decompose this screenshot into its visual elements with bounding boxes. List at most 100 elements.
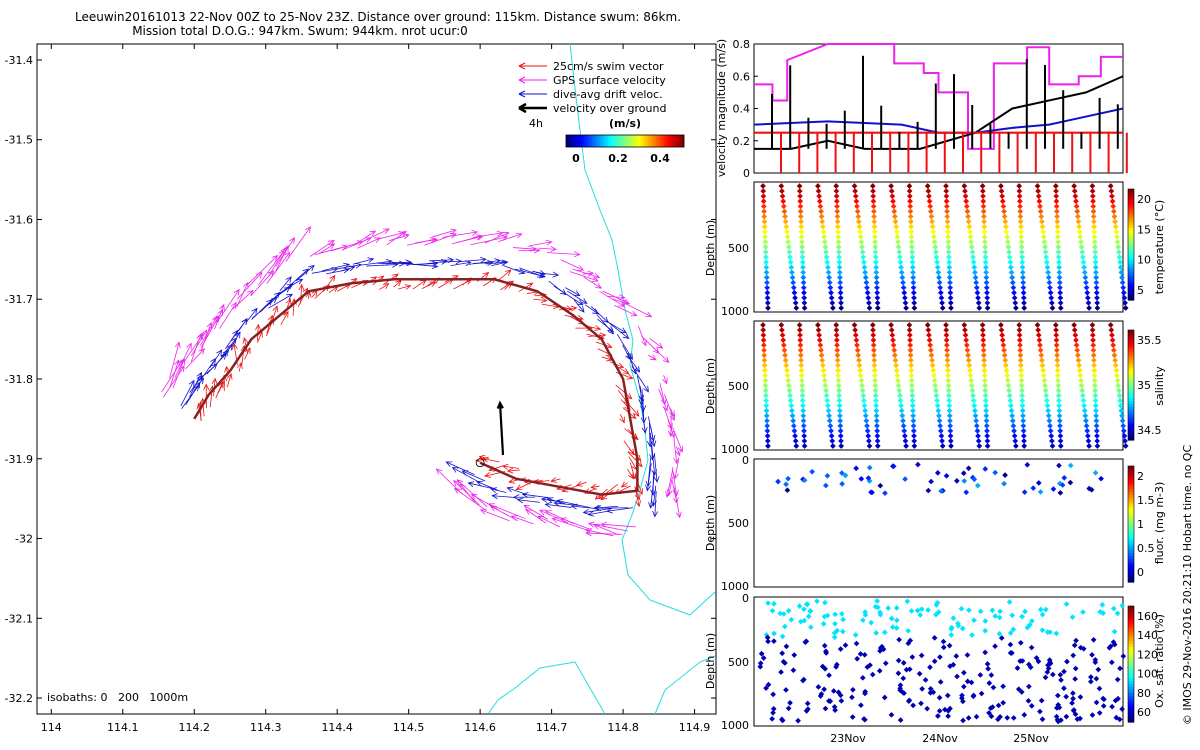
swim-arrow-head (619, 416, 625, 424)
salinity-point (1081, 407, 1088, 414)
salinity-point (760, 322, 766, 328)
temperature-colorbar-cell (1128, 297, 1134, 301)
salinity-point (1091, 372, 1098, 379)
salinity-point (946, 392, 952, 399)
oxygen-point (1114, 610, 1121, 617)
oxygen-point (770, 705, 777, 712)
oxygen-point (1077, 715, 1083, 722)
temperature-colorbar-cell (1128, 222, 1134, 226)
drift-arrow (536, 272, 559, 276)
temperature-point (1057, 289, 1064, 296)
salinity-point (909, 387, 915, 394)
drift-arrow (590, 306, 609, 323)
swim-arrow (601, 356, 613, 361)
temperature-point (801, 289, 807, 296)
salinity-point (944, 362, 951, 369)
colorbar-cell (642, 135, 645, 147)
swim-arrow-head (285, 298, 292, 306)
swim-arrow-head (540, 297, 548, 304)
salinity-point (1008, 407, 1015, 414)
gps-arrow (453, 480, 480, 506)
temperature-point (861, 259, 867, 266)
salinity-point (761, 357, 768, 364)
temperature-point (798, 234, 805, 240)
salinity-point (1077, 372, 1084, 379)
gps-arrow-head (470, 493, 478, 500)
salinity-point (836, 392, 842, 399)
oxygen-point (959, 625, 966, 632)
temperature-point (1005, 244, 1012, 250)
temperature-point (837, 279, 843, 286)
fluor-point (842, 472, 849, 479)
drift-arrow-head (343, 262, 350, 269)
gps-arrow-head (289, 236, 296, 244)
fluor-colorbar-cell (1128, 576, 1134, 580)
temperature-point (984, 289, 990, 296)
oxygen-point (822, 599, 828, 606)
oxygen-colorbar-cell (1128, 704, 1134, 709)
salinity-point (945, 387, 952, 394)
oxygen-point (885, 605, 891, 611)
oxygen-ylabel: Depth (m) (704, 633, 717, 689)
temperature-point (1020, 279, 1026, 286)
oxygen-point (783, 687, 789, 693)
swim-arrow-head (329, 274, 336, 282)
drift-arrow-head (210, 363, 218, 370)
gps-arrow-head (645, 311, 653, 318)
temperature-point (798, 213, 804, 220)
temperature-point (1084, 289, 1091, 296)
swim-arrow-head (515, 484, 523, 490)
gps-arrow-head (677, 445, 684, 453)
temperature-point (851, 183, 858, 189)
salinity-point (1056, 417, 1063, 424)
temperature-point (1047, 289, 1054, 296)
colorbar-cell (650, 135, 653, 147)
oxygen-point (897, 682, 904, 689)
gps-arrow-head (587, 521, 595, 528)
colorbar-cell (672, 135, 675, 147)
temperature-point (859, 249, 866, 255)
salinity-point (947, 428, 954, 434)
oxygen-point (959, 692, 965, 699)
oxygen-point (937, 654, 943, 660)
colorbar-cell (590, 135, 593, 147)
drift-arrow-head (500, 260, 508, 267)
salinity-point (976, 443, 983, 449)
salinity-point (938, 433, 945, 439)
salinity-point (799, 377, 805, 384)
oxygen-point (918, 652, 925, 659)
salinity-point (1122, 443, 1129, 449)
swim-arrow-head (634, 493, 641, 501)
temperature-point (838, 305, 845, 311)
gps-arrow-head (459, 483, 467, 491)
gps-arrow (601, 523, 636, 528)
temperature-point (870, 198, 877, 205)
salinity-point (910, 417, 917, 424)
salinity-point (873, 412, 880, 419)
temperature-point (872, 239, 878, 245)
drift-arrow (517, 499, 540, 503)
salinity-point (784, 367, 790, 374)
temperature-colorbar-cell (1128, 200, 1134, 204)
temperature-point (1018, 223, 1024, 230)
oxygen-point (842, 642, 849, 649)
gps-arrow (266, 252, 291, 284)
oxygen-colorbar-cell (1128, 678, 1134, 682)
oxygen-colorbar-tick: 140 (1137, 629, 1158, 642)
temperature-point (1080, 254, 1086, 260)
oxygen-point (987, 705, 994, 712)
salinity-point (762, 372, 768, 379)
oxygen-point (1088, 674, 1094, 680)
temperature-point (764, 300, 771, 306)
gps-arrow-head (174, 359, 180, 367)
salinity-point (979, 327, 986, 333)
salinity-point (1120, 423, 1127, 429)
temperature-point (785, 239, 792, 245)
oxygen-point (895, 670, 902, 677)
salinity-point (1013, 443, 1019, 449)
gps-arrow (484, 232, 509, 244)
drift-arrow-head (537, 271, 544, 278)
salinity-point (1044, 402, 1051, 409)
salinity-point (874, 428, 881, 434)
temperature-point (792, 300, 799, 306)
